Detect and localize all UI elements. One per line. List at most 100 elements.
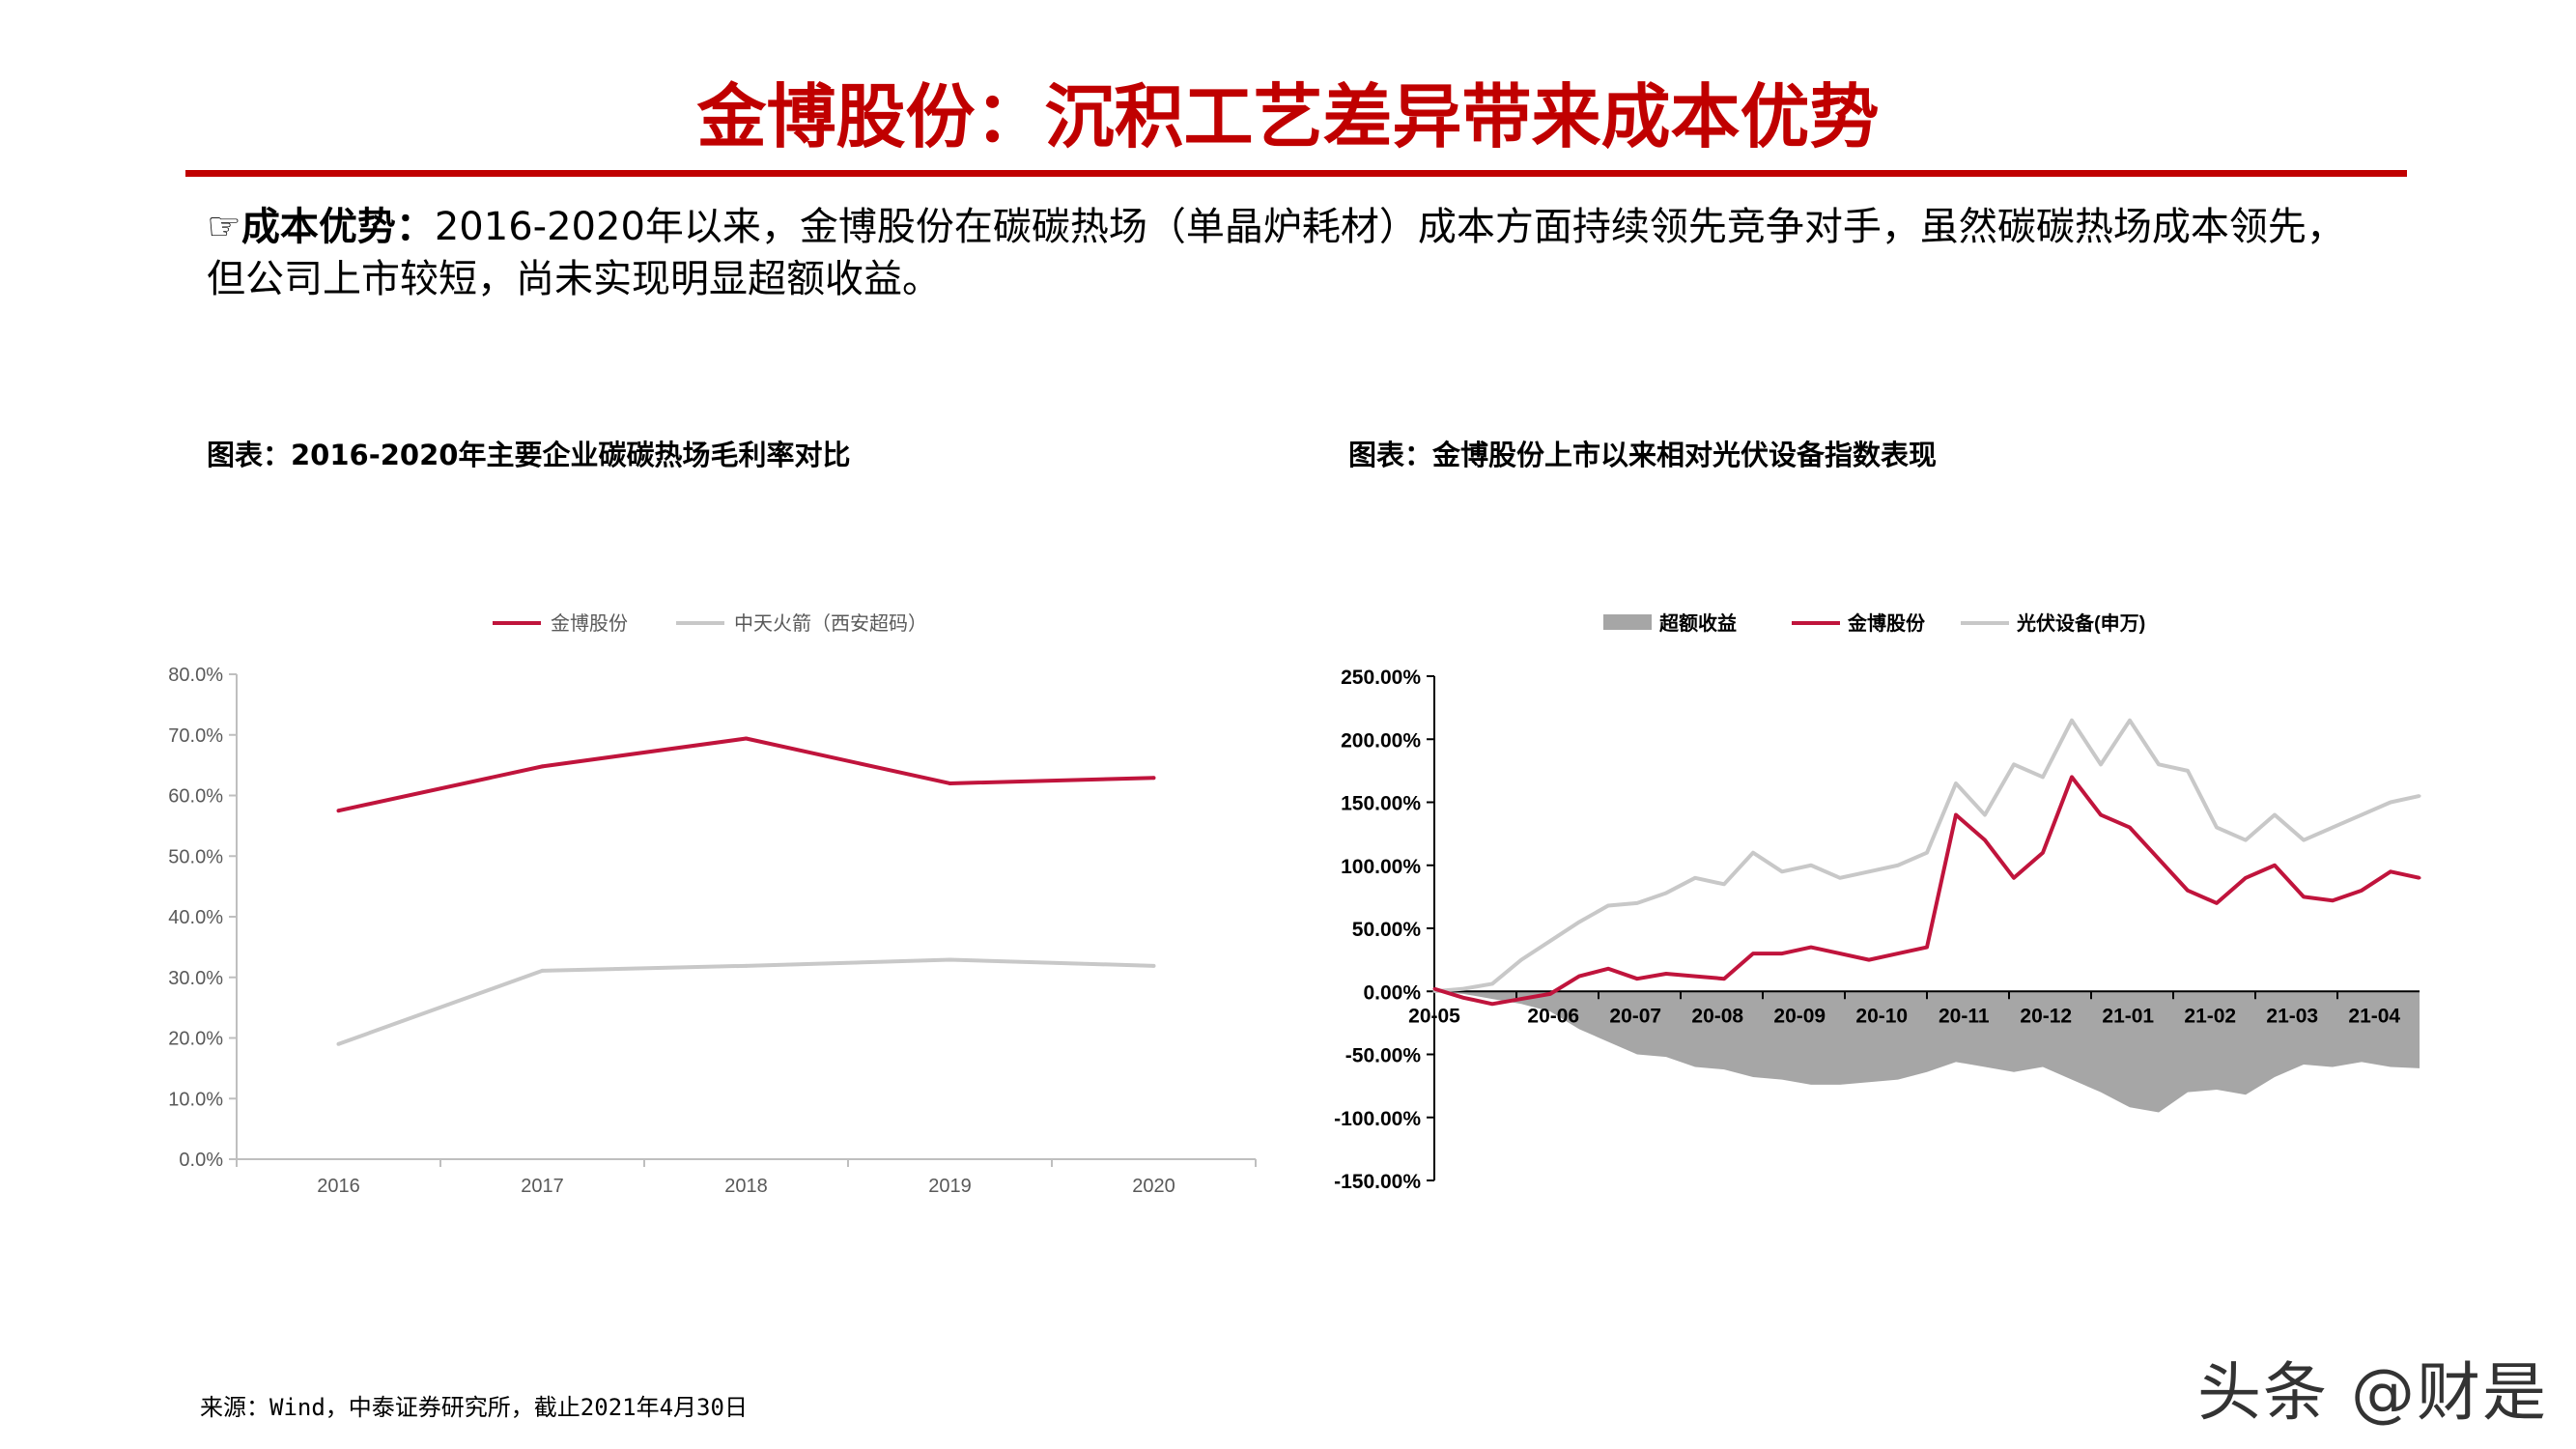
data-point: [2128, 719, 2132, 723]
intro-text: 2016-2020年以来，金博股份在碳碳热场（单晶炉耗材）成本方面持续领先竞争对…: [207, 205, 2345, 301]
legend-label-1: 金博股份: [1847, 611, 1926, 635]
data-point: [2418, 876, 2421, 880]
x-tick-label: 20-06: [1527, 1005, 1579, 1027]
watermark: 头条 @财是: [2197, 1355, 2548, 1430]
data-point: [2099, 813, 2103, 817]
data-point: [1751, 952, 1755, 955]
legend-swatch-0: [1603, 614, 1652, 630]
data-point: [2041, 775, 2045, 779]
x-tick-label: 21-01: [2102, 1005, 2154, 1027]
data-point: [1664, 891, 1668, 895]
data-point: [2389, 869, 2392, 873]
data-point: [540, 968, 545, 973]
data-point: [1490, 981, 1494, 985]
x-tick-label: 20-07: [1609, 1005, 1661, 1027]
data-point: [2157, 857, 2161, 861]
data-point: [1780, 869, 1784, 873]
data-point: [1519, 997, 1523, 1001]
series-line-1: [337, 957, 1154, 1046]
data-point: [948, 957, 952, 962]
excess-return-area: [1434, 991, 2420, 1113]
data-point: [336, 809, 341, 813]
y-tick-label: 0.00%: [1363, 981, 1421, 1004]
data-point: [1983, 813, 1987, 817]
y-tick-label: 80.0%: [168, 665, 223, 686]
data-point: [2302, 895, 2306, 898]
relative-performance-chart: -150.00% -100.00% -50.00% 0.00% 50.00% 100.00…: [1334, 611, 2421, 1193]
data-point: [2389, 801, 2392, 804]
data-point: [948, 781, 952, 785]
chart2-title: 图表：金博股份上市以来相对光伏设备指数表现: [1348, 439, 1938, 471]
x-tick-label: 2017: [521, 1176, 564, 1197]
data-point: [2418, 794, 2421, 798]
y-tick-label: 150.00%: [1341, 793, 1421, 815]
page-title: 金博股份：沉积工艺差异带来成本优势: [696, 75, 1880, 157]
data-point: [744, 736, 749, 741]
data-point: [1954, 781, 1958, 785]
y-tick-label: 200.00%: [1341, 729, 1421, 752]
x-tick-label: 20-09: [1773, 1005, 1826, 1027]
data-point: [2099, 762, 2103, 766]
data-point: [336, 1041, 341, 1046]
data-point: [1606, 967, 1610, 971]
data-point: [2360, 813, 2364, 817]
y-tick-label: 50.00%: [1352, 919, 1422, 941]
data-point: [1548, 939, 1552, 943]
x-tick-label: 2016: [317, 1176, 360, 1197]
data-point: [1838, 876, 1842, 880]
data-point: [2128, 826, 2132, 830]
y-tick-label: -100.00%: [1334, 1108, 1421, 1130]
data-point: [1925, 946, 1929, 950]
data-point: [1954, 813, 1958, 817]
data-point: [1432, 987, 1436, 991]
series-line-1: [1433, 775, 2420, 1007]
data-point: [1722, 882, 1726, 886]
data-point: [2360, 889, 2364, 893]
data-point: [1461, 996, 1465, 1000]
data-point: [1838, 952, 1842, 955]
x-tick-label: 2019: [928, 1176, 972, 1197]
data-point: [2157, 762, 2161, 766]
data-point: [1664, 972, 1668, 976]
y-tick-label: 60.0%: [168, 786, 223, 808]
x-tick-label: 20-10: [1855, 1005, 1908, 1027]
data-point: [1896, 952, 1900, 955]
data-point: [1606, 904, 1610, 908]
y-tick-label: 10.0%: [168, 1089, 223, 1110]
data-point: [2244, 838, 2248, 842]
data-point: [2012, 762, 2016, 766]
data-point: [2244, 876, 2248, 880]
data-point: [1780, 952, 1784, 955]
data-point: [1896, 864, 1900, 867]
data-point: [1809, 864, 1813, 867]
data-point: [1809, 946, 1813, 950]
data-point: [2186, 889, 2190, 893]
intro-paragraph: ☞成本优势：2016-2020年以来，金博股份在碳碳热场（单晶炉耗材）成本方面持…: [207, 201, 2370, 305]
data-point: [1151, 963, 1156, 968]
source-note: 来源：Wind，中泰证券研究所，截止2021年4月30日: [200, 1394, 748, 1421]
data-point: [1867, 869, 1871, 873]
data-point: [1635, 977, 1639, 980]
data-point: [2273, 813, 2277, 817]
data-point: [1983, 838, 1987, 842]
data-point: [2302, 838, 2306, 842]
y-tick-label: 100.00%: [1341, 856, 1421, 878]
gross-margin-chart: 0.0% 10.0% 20.0% 30.0% 40.0% 50.0% 60.0% 70.0% 8…: [168, 612, 1257, 1197]
x-tick-label: 2020: [1132, 1176, 1175, 1197]
x-tick-label: 21-03: [2266, 1005, 2318, 1027]
x-tick-label: 20-12: [2020, 1005, 2072, 1027]
data-point: [1722, 977, 1726, 980]
data-point: [1693, 975, 1697, 979]
data-point: [2012, 876, 2016, 880]
legend-label-1: 中天火箭（西安超码）: [734, 612, 927, 635]
pointing-hand-icon: ☞: [207, 205, 241, 249]
y-tick-label: 20.0%: [168, 1029, 223, 1050]
data-point: [1548, 992, 1552, 996]
data-point: [1577, 975, 1581, 979]
data-point: [1925, 851, 1929, 855]
data-point: [1461, 987, 1465, 991]
y-tick-label: -150.00%: [1334, 1171, 1421, 1193]
data-point: [2273, 864, 2277, 867]
data-point: [1151, 776, 1156, 781]
data-point: [1490, 1002, 1494, 1006]
